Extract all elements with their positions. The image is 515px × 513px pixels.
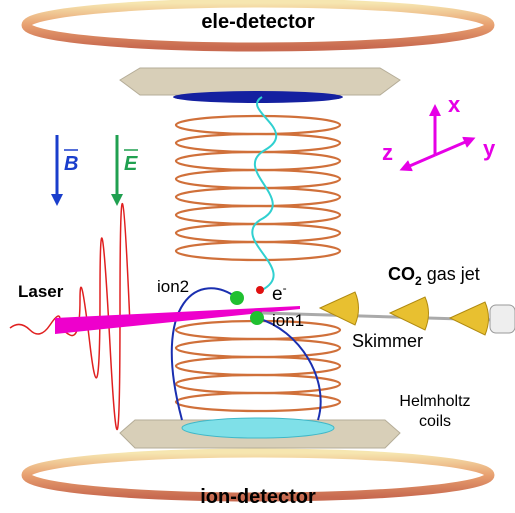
diagram: ele-detector ion-detector B E x y z Lase… <box>0 0 515 513</box>
label: ele-detector <box>201 11 315 33</box>
ion2 <box>230 291 244 305</box>
detector-disk <box>182 418 334 438</box>
coils <box>176 116 340 411</box>
charge: - <box>283 281 287 295</box>
plate <box>120 68 400 95</box>
ion-trajectory <box>257 318 321 420</box>
label: Skimmer <box>352 331 423 351</box>
axis-label: x <box>448 92 461 117</box>
label: CO2 gas jet <box>388 264 480 288</box>
symbol: e <box>272 284 283 305</box>
e-label: E <box>124 153 138 175</box>
subscript: 2 <box>415 274 422 288</box>
b-label: B <box>64 153 78 175</box>
axis-label: y <box>483 136 496 161</box>
label: Laser <box>18 282 64 301</box>
electron <box>256 286 264 294</box>
ion1 <box>250 311 264 325</box>
axes <box>405 110 470 168</box>
label: ion1 <box>272 311 304 330</box>
formula: CO <box>388 264 415 284</box>
label: e- <box>272 281 287 305</box>
skimmer-cones <box>320 292 489 335</box>
text: gas jet <box>427 264 480 284</box>
label: ion2 <box>157 277 189 296</box>
nozzle <box>490 305 515 333</box>
label: Helmholtz <box>399 393 470 410</box>
label: coils <box>419 413 451 430</box>
label: ion-detector <box>200 486 316 508</box>
axis-label: z <box>382 140 393 165</box>
